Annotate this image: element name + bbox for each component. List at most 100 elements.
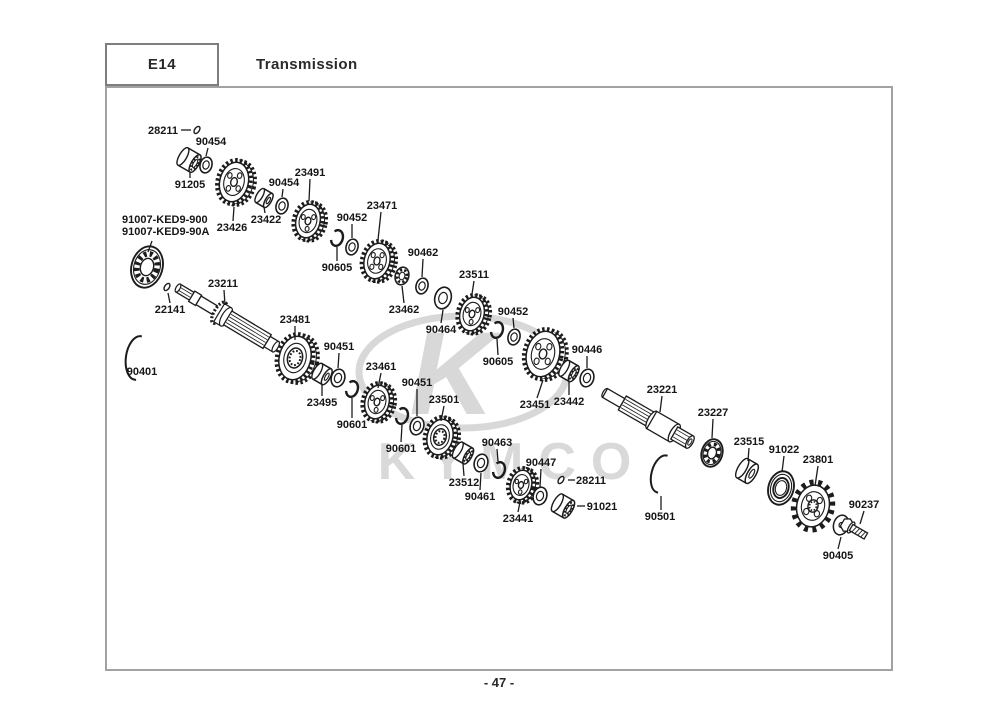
- leader-line: [539, 468, 542, 488]
- part-label: 23491: [295, 167, 326, 179]
- leader-line: [232, 206, 235, 222]
- part-23511: [455, 293, 493, 336]
- leader-line: [440, 309, 444, 324]
- part-90401: [124, 335, 152, 381]
- leader-line: [281, 188, 284, 198]
- leader-line: [536, 379, 544, 399]
- part-label: 23512: [449, 477, 480, 489]
- part-label: 23801: [803, 454, 834, 466]
- leader-line: [517, 501, 521, 513]
- part-91021: [550, 493, 576, 519]
- part-label: 23422: [251, 214, 282, 226]
- part-23221: [601, 387, 695, 449]
- part-label: 90451: [324, 341, 355, 353]
- part-22141: [163, 282, 171, 292]
- part-label: 90605: [483, 356, 514, 368]
- part-label: 22141: [155, 304, 186, 316]
- part-label: 91007-KED9-900: [122, 214, 208, 226]
- leader-line: [479, 472, 482, 491]
- part-label: 91007-KED9-90A: [122, 226, 209, 238]
- part-label: 23211: [208, 278, 238, 290]
- part-23451: [521, 327, 569, 382]
- watermark-k-monogram-icon: K: [409, 308, 502, 440]
- leader-line: [859, 510, 865, 525]
- part-90464: [433, 286, 453, 310]
- part-label: 23501: [429, 394, 460, 406]
- leader-line: [400, 424, 403, 443]
- part-90601-a: [344, 379, 360, 399]
- part-label: 28211: [148, 125, 178, 137]
- part-23462: [394, 266, 410, 286]
- part-23801: [790, 479, 836, 533]
- part-label: 23515: [734, 436, 765, 448]
- leader-line: [167, 292, 171, 304]
- part-label: 23461: [366, 361, 397, 373]
- part-label: 90446: [572, 344, 603, 356]
- part-23481: [274, 332, 320, 385]
- leader-line: [337, 352, 340, 369]
- part-label: 23471: [367, 200, 398, 212]
- leader-line: [837, 536, 842, 550]
- part-label: 23442: [554, 396, 585, 408]
- part-90454-a: [199, 156, 213, 174]
- part-90452-b: [507, 328, 521, 346]
- part-23211: [174, 283, 281, 353]
- leader-line: [659, 395, 663, 413]
- part-label: 23511: [459, 269, 489, 281]
- leader-line: [496, 338, 499, 356]
- part-90461: [473, 453, 489, 473]
- part-label: 90447: [526, 457, 557, 469]
- leader-line: [781, 455, 785, 473]
- part-label: 23426: [217, 222, 248, 234]
- part-90446: [579, 368, 595, 388]
- part-23441: [505, 465, 540, 505]
- part-label: 91022: [769, 444, 800, 456]
- part-90447: [532, 486, 548, 506]
- part-23495: [311, 362, 333, 386]
- watermark-brand-text: KYMCO: [378, 433, 647, 491]
- part-91022: [767, 470, 795, 506]
- part-label: 90601: [337, 419, 368, 431]
- part-label: 90454: [196, 136, 227, 148]
- leader-line: [308, 178, 311, 202]
- part-23422: [254, 187, 274, 209]
- leader-line: [814, 465, 819, 487]
- leader-lines-layer: [147, 129, 865, 550]
- leader-line: [471, 280, 475, 295]
- section-code-box: E14: [105, 43, 219, 86]
- parts-layer: [124, 125, 869, 540]
- part-label: 90401: [127, 366, 158, 378]
- part-28211-pin-a: [193, 125, 201, 135]
- part-label: 90452: [337, 212, 368, 224]
- leader-line: [711, 418, 714, 439]
- section-code: E14: [147, 56, 177, 73]
- part-23461: [360, 381, 398, 424]
- part-90463: [491, 460, 507, 480]
- part-90462: [415, 277, 429, 295]
- part-23227: [700, 438, 724, 468]
- part-label: 90405: [823, 550, 854, 562]
- leader-line: [377, 372, 382, 389]
- part-label: 91205: [175, 179, 206, 191]
- part-label: 90454: [269, 177, 300, 189]
- part-90601-b: [394, 406, 410, 426]
- leader-line: [421, 258, 424, 278]
- part-label: 23462: [389, 304, 420, 316]
- part-label: 23221: [647, 384, 678, 396]
- part-label: 90451: [402, 377, 433, 389]
- leader-line: [462, 463, 465, 477]
- part-label: 23441: [503, 513, 534, 525]
- page-number: - 47 -: [483, 675, 515, 690]
- part-90605-a: [329, 228, 345, 248]
- part-23426: [215, 158, 257, 207]
- part-label: 90452: [498, 306, 529, 318]
- part-91205: [176, 146, 202, 174]
- leader-line: [747, 447, 750, 462]
- part-label: 90237: [849, 499, 880, 511]
- part-label: 91021: [587, 501, 618, 513]
- part-label: 23227: [698, 407, 729, 419]
- part-label: 90463: [482, 437, 513, 449]
- part-23515: [734, 457, 760, 485]
